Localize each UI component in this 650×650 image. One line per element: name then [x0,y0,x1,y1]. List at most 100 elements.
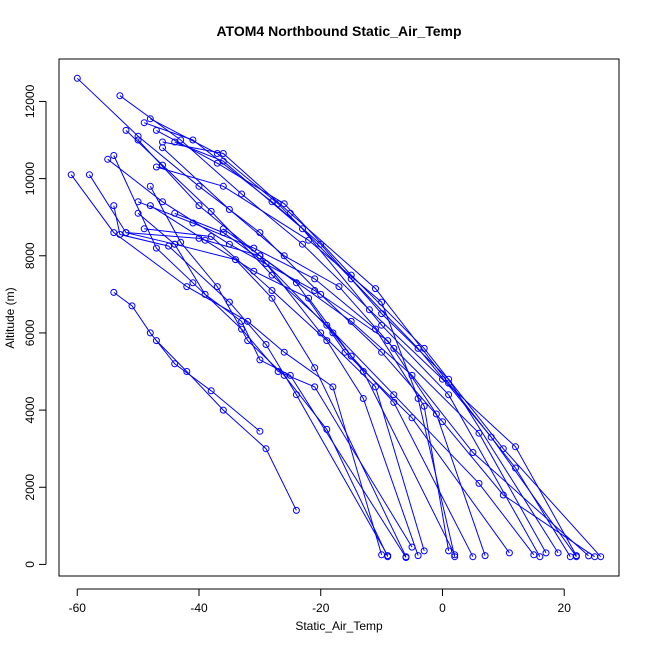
data-point [378,298,386,306]
data-point [207,387,215,395]
data-point [238,190,246,198]
data-point [378,310,386,318]
data-point [122,126,130,134]
data-point [134,132,142,140]
data-point [420,547,428,555]
data-point [329,329,337,337]
series-1 [73,74,599,561]
data-point [445,379,453,387]
x-tick-label: 0 [439,601,446,615]
data-point [122,229,130,237]
data-point [207,233,215,240]
series-layer [67,74,605,561]
data-point [219,225,227,233]
series-14 [171,209,459,559]
series-line [156,340,297,511]
data-point [292,506,300,514]
series-line [162,141,571,557]
data-point [219,406,227,414]
data-point [189,136,197,144]
data-point [445,547,453,555]
data-point [384,553,392,561]
series-25 [219,225,513,557]
x-axis-label: Static_Air_Temp [295,619,383,633]
data-point [262,341,270,348]
data-point [213,159,221,167]
y-axis: 0 2000 4000 6000 8000 10000 12000 [23,84,47,568]
data-point [256,252,264,260]
data-point [134,136,142,144]
series-line [137,139,589,557]
data-point [256,427,264,435]
data-point [159,161,166,169]
data-point [165,242,173,250]
data-point [372,383,379,391]
data-point [146,182,154,190]
data-point [110,288,118,296]
series-line [149,186,389,557]
series-line [70,174,383,555]
data-point [390,344,398,352]
data-point [317,240,325,248]
data-point [311,383,319,391]
series-line [76,77,595,558]
data-point [286,209,294,217]
data-point [305,236,313,244]
data-point [390,391,398,399]
data-point [512,464,519,472]
data-point [512,443,519,451]
data-point [232,256,239,264]
data-point [475,479,483,487]
data-point [530,551,538,559]
data-point [268,287,276,294]
data-point [189,279,197,287]
series-line [125,232,425,552]
y-tick-label: 10000 [23,162,37,196]
data-point [347,271,355,279]
series-line [113,205,389,556]
series-21 [110,288,264,435]
data-point [201,236,209,244]
data-point [317,290,325,298]
y-axis-label: Altitude (m) [3,287,17,348]
y-tick-label: 4000 [23,396,37,423]
data-point [110,229,118,237]
series-line [125,130,535,556]
data-point [372,325,379,333]
data-point [299,240,306,248]
data-point [408,414,416,422]
data-point [542,549,550,557]
series-line [107,158,486,556]
data-point [152,244,160,252]
data-point [104,155,112,163]
data-point [372,285,379,293]
data-point [299,225,306,233]
y-tick-label: 0 [23,561,37,568]
data-point [585,552,593,560]
data-point [305,294,313,302]
data-point [225,206,233,213]
data-point [177,238,185,246]
data-point [536,553,544,561]
data-point [268,198,276,206]
series-8 [159,138,574,561]
data-point [420,402,428,410]
data-point [238,317,246,325]
data-point [280,348,288,356]
series-line [156,129,602,558]
y-tick-label: 2000 [23,474,37,501]
data-point [469,449,477,456]
data-point [195,202,203,210]
series-26 [159,144,550,557]
data-point [195,182,203,190]
data-point [402,554,410,561]
data-point [140,119,148,127]
data-point [146,329,154,337]
data-point [384,337,392,345]
data-point [110,202,118,210]
data-point [219,182,227,190]
data-point [238,325,246,333]
data-point [171,138,179,146]
data-point [146,202,154,210]
